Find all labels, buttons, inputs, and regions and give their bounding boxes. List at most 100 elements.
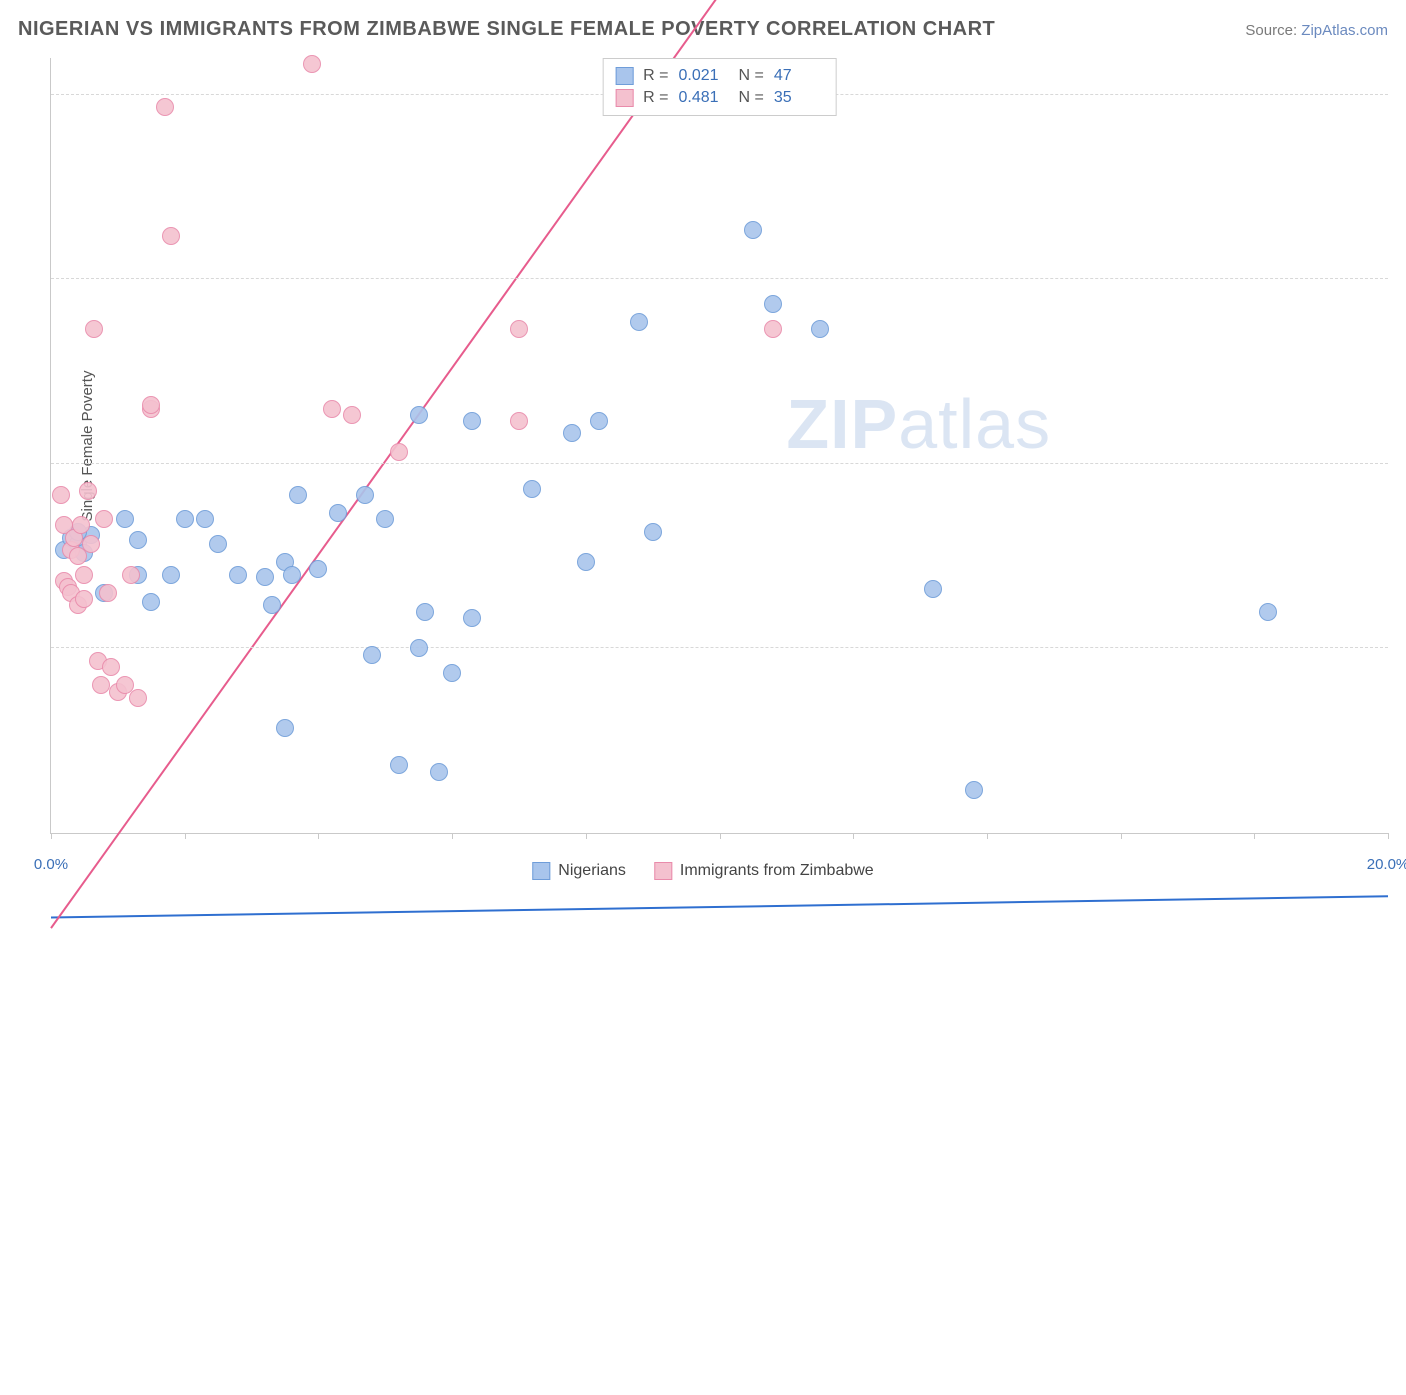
data-point <box>75 590 93 608</box>
data-point <box>376 510 394 528</box>
legend-n-value-1: 35 <box>774 89 824 107</box>
gridline-h <box>51 463 1388 464</box>
source-link[interactable]: ZipAtlas.com <box>1301 22 1388 39</box>
data-point <box>82 535 100 553</box>
data-point <box>176 510 194 528</box>
x-tick <box>1254 833 1255 839</box>
data-point <box>924 580 942 598</box>
data-point <box>209 535 227 553</box>
x-tick <box>586 833 587 839</box>
x-tick-label: 20.0% <box>1367 856 1406 873</box>
legend-r-label-1: R = <box>643 89 668 107</box>
x-tick-label: 0.0% <box>34 856 68 873</box>
data-point <box>577 553 595 571</box>
data-point <box>72 516 90 534</box>
chart-area: Single Female Poverty ZIPatlas R = 0.021… <box>50 58 1388 834</box>
data-point <box>95 510 113 528</box>
legend-swatch-1 <box>615 89 633 107</box>
data-point <box>390 756 408 774</box>
trendlines-layer <box>51 58 1388 1395</box>
data-point <box>129 689 147 707</box>
data-point <box>363 646 381 664</box>
source-credit: Source: ZipAtlas.com <box>1245 22 1388 39</box>
data-point <box>303 55 321 73</box>
data-point <box>75 566 93 584</box>
legend-swatch-0 <box>615 67 633 85</box>
data-point <box>744 221 762 239</box>
legend-item-1: Immigrants from Zimbabwe <box>654 862 874 880</box>
legend-swatch-bottom-1 <box>654 862 672 880</box>
data-point <box>256 568 274 586</box>
data-point <box>510 320 528 338</box>
data-point <box>52 486 70 504</box>
data-point <box>142 593 160 611</box>
x-tick <box>853 833 854 839</box>
data-point <box>309 560 327 578</box>
data-point <box>430 763 448 781</box>
legend-n-label-0: N = <box>739 67 764 85</box>
data-point <box>410 639 428 657</box>
watermark-bold: ZIP <box>786 385 898 463</box>
plot-region: ZIPatlas R = 0.021 N = 47 R = 0.481 N = … <box>50 58 1388 834</box>
x-tick <box>987 833 988 839</box>
data-point <box>965 781 983 799</box>
legend-r-value-1: 0.481 <box>679 89 729 107</box>
data-point <box>343 406 361 424</box>
data-point <box>289 486 307 504</box>
data-point <box>122 566 140 584</box>
data-point <box>764 320 782 338</box>
data-point <box>811 320 829 338</box>
gridline-h <box>51 647 1388 648</box>
data-point <box>356 486 374 504</box>
legend-label-0: Nigerians <box>558 862 626 880</box>
legend-stats-row-1: R = 0.481 N = 35 <box>615 87 824 109</box>
data-point <box>463 412 481 430</box>
trend-line <box>51 0 1388 928</box>
legend-r-label-0: R = <box>643 67 668 85</box>
data-point <box>563 424 581 442</box>
legend-item-0: Nigerians <box>532 862 626 880</box>
data-point <box>129 531 147 549</box>
data-point <box>523 480 541 498</box>
data-point <box>229 566 247 584</box>
data-point <box>92 676 110 694</box>
x-tick <box>452 833 453 839</box>
data-point <box>79 482 97 500</box>
data-point <box>323 400 341 418</box>
header: NIGERIAN VS IMMIGRANTS FROM ZIMBABWE SIN… <box>18 18 1388 41</box>
data-point <box>142 396 160 414</box>
legend-stats-box: R = 0.021 N = 47 R = 0.481 N = 35 <box>602 58 837 116</box>
x-tick <box>1121 833 1122 839</box>
gridline-h <box>51 278 1388 279</box>
x-tick <box>720 833 721 839</box>
data-point <box>630 313 648 331</box>
legend-label-1: Immigrants from Zimbabwe <box>680 862 874 880</box>
data-point <box>196 510 214 528</box>
data-point <box>764 295 782 313</box>
x-tick <box>318 833 319 839</box>
data-point <box>116 510 134 528</box>
x-tick <box>185 833 186 839</box>
data-point <box>590 412 608 430</box>
data-point <box>329 504 347 522</box>
data-point <box>463 609 481 627</box>
data-point <box>443 664 461 682</box>
data-point <box>416 603 434 621</box>
legend-r-value-0: 0.021 <box>679 67 729 85</box>
chart-title: NIGERIAN VS IMMIGRANTS FROM ZIMBABWE SIN… <box>18 18 995 41</box>
data-point <box>156 98 174 116</box>
data-point <box>162 566 180 584</box>
data-point <box>162 227 180 245</box>
data-point <box>644 523 662 541</box>
legend-stats-row-0: R = 0.021 N = 47 <box>615 65 824 87</box>
legend-swatch-bottom-0 <box>532 862 550 880</box>
data-point <box>410 406 428 424</box>
data-point <box>102 658 120 676</box>
legend-n-value-0: 47 <box>774 67 824 85</box>
data-point <box>85 320 103 338</box>
source-label: Source: <box>1245 22 1297 39</box>
data-point <box>283 566 301 584</box>
data-point <box>99 584 117 602</box>
data-point <box>390 443 408 461</box>
x-tick <box>1388 833 1389 839</box>
